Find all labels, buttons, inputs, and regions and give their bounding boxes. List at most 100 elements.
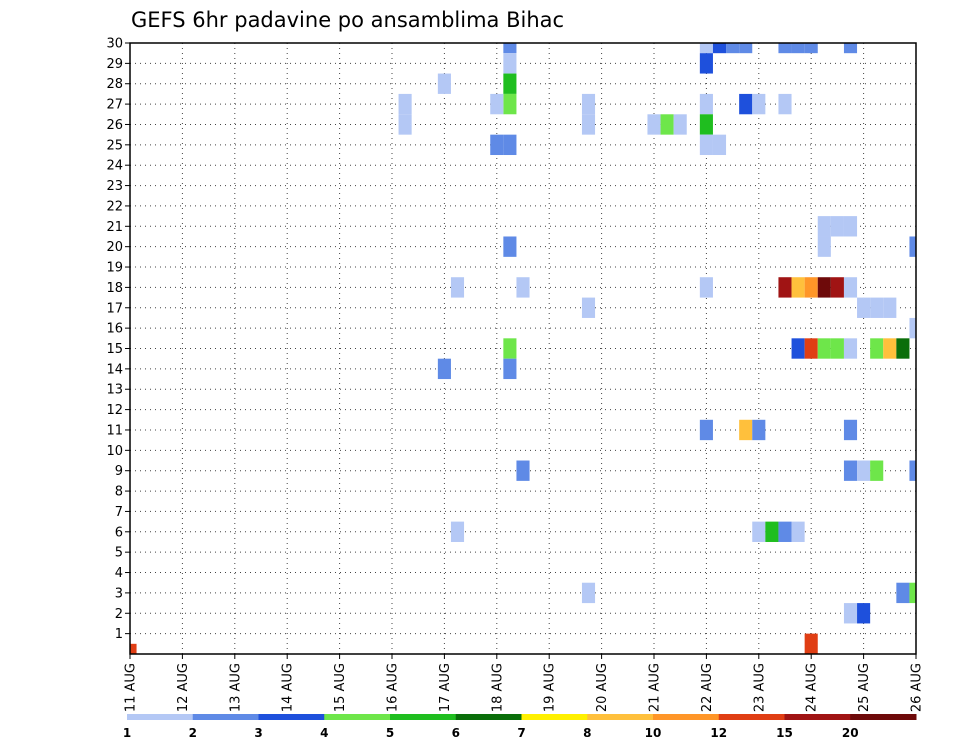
y-tick-label: 6 bbox=[115, 525, 123, 540]
colorbar-segment bbox=[258, 714, 325, 720]
y-tick-label: 26 bbox=[106, 118, 123, 133]
precip-cell bbox=[490, 93, 504, 115]
colorbar-segment bbox=[324, 714, 391, 720]
precip-cell bbox=[870, 460, 884, 481]
colorbar-label: 1 bbox=[123, 726, 131, 740]
precip-cell bbox=[778, 43, 792, 54]
precip-cell bbox=[739, 93, 753, 115]
colorbar-label: 6 bbox=[452, 726, 460, 740]
precip-cell bbox=[843, 216, 858, 237]
precip-cell bbox=[791, 43, 805, 54]
precip-cell bbox=[647, 114, 661, 135]
colorbar: 1 2 3 4 5 6 7 8 10 12 15 20 bbox=[123, 714, 917, 740]
precip-cell bbox=[804, 338, 818, 359]
colorbar-segment bbox=[653, 714, 720, 720]
precip-cell bbox=[712, 134, 727, 156]
colorbar-segment bbox=[587, 714, 654, 720]
x-tick-label: 12 AUG bbox=[176, 663, 191, 712]
x-tick-label: 20 AUG bbox=[595, 663, 610, 712]
precip-cell bbox=[739, 43, 753, 54]
precip-cell bbox=[581, 582, 596, 604]
precip-cell bbox=[778, 521, 792, 542]
grid-lines bbox=[130, 43, 916, 654]
precip-cell bbox=[726, 43, 740, 54]
precip-cell bbox=[843, 460, 858, 481]
precip-cell bbox=[843, 603, 858, 624]
y-tick-label: 9 bbox=[115, 464, 123, 479]
precip-cell bbox=[778, 277, 792, 298]
colorbar-segment bbox=[718, 714, 785, 720]
precip-cell bbox=[503, 236, 517, 257]
precip-cell bbox=[581, 93, 596, 115]
x-tick-label: 22 AUG bbox=[700, 663, 715, 712]
y-tick-label: 19 bbox=[106, 261, 123, 276]
colorbar-label: 10 bbox=[645, 726, 662, 740]
precip-cell bbox=[581, 114, 596, 135]
precip-cell bbox=[830, 338, 844, 359]
axis-ticks bbox=[125, 42, 917, 659]
precip-cell bbox=[398, 114, 412, 135]
precip-cell bbox=[857, 460, 871, 481]
precip-cell bbox=[791, 277, 805, 298]
y-tick-label: 23 bbox=[106, 179, 123, 194]
precip-cell bbox=[843, 43, 858, 54]
x-tick-label: 19 AUG bbox=[543, 663, 558, 712]
precip-cell bbox=[699, 277, 713, 298]
y-tick-label: 11 bbox=[106, 423, 123, 438]
precip-cell bbox=[699, 419, 713, 441]
precip-cell bbox=[804, 277, 818, 298]
colorbar-segment bbox=[784, 714, 851, 720]
precip-cell bbox=[752, 419, 766, 441]
precip-cell bbox=[883, 297, 897, 318]
precip-cell bbox=[450, 521, 465, 542]
precip-cell bbox=[490, 134, 504, 156]
precip-cell bbox=[843, 419, 858, 441]
y-tick-label: 25 bbox=[106, 138, 123, 153]
y-tick-label: 15 bbox=[106, 342, 123, 357]
colorbar-label: 4 bbox=[320, 726, 328, 740]
precip-cell bbox=[896, 582, 910, 604]
precip-cell bbox=[699, 93, 713, 115]
y-tick-label: 12 bbox=[106, 403, 123, 418]
y-tick-label: 4 bbox=[115, 566, 123, 581]
y-tick-labels: 1234567891011121314151617181920212223242… bbox=[106, 37, 123, 643]
colorbar-label: 12 bbox=[710, 726, 727, 740]
precip-cell bbox=[830, 216, 844, 237]
precip-cell bbox=[712, 43, 727, 54]
colorbar-segment bbox=[455, 714, 522, 720]
chart-title: GEFS 6hr padavine po ansamblima Bihac bbox=[131, 8, 564, 32]
precip-cell bbox=[830, 277, 844, 298]
colorbar-segment bbox=[192, 714, 259, 720]
precip-cell bbox=[503, 93, 517, 115]
x-tick-label: 11 AUG bbox=[124, 663, 139, 712]
precip-cell bbox=[870, 297, 884, 318]
y-tick-label: 3 bbox=[115, 586, 123, 601]
colorbar-label: 15 bbox=[776, 726, 793, 740]
precip-cell bbox=[699, 134, 713, 156]
y-tick-label: 16 bbox=[106, 322, 123, 337]
precip-cell bbox=[699, 53, 713, 74]
y-tick-label: 13 bbox=[106, 383, 123, 398]
precip-cell bbox=[817, 216, 831, 237]
precip-cell bbox=[804, 633, 818, 654]
y-tick-label: 8 bbox=[115, 485, 123, 500]
y-tick-label: 10 bbox=[106, 444, 123, 459]
x-tick-label: 18 AUG bbox=[490, 663, 505, 712]
precip-cell bbox=[503, 134, 517, 156]
x-tick-label: 13 AUG bbox=[228, 663, 243, 712]
x-tick-label: 26 AUG bbox=[910, 663, 925, 712]
precip-cell bbox=[673, 114, 687, 135]
y-tick-label: 24 bbox=[106, 159, 123, 174]
precip-cell bbox=[765, 521, 779, 542]
x-tick-label: 25 AUG bbox=[857, 663, 872, 712]
precip-cell bbox=[130, 643, 137, 654]
precip-cell bbox=[503, 73, 517, 94]
precip-cell bbox=[752, 521, 766, 542]
y-tick-label: 7 bbox=[115, 505, 123, 520]
precip-cell bbox=[817, 277, 831, 298]
y-tick-label: 2 bbox=[115, 607, 123, 622]
precipitation-cells bbox=[130, 43, 916, 654]
y-tick-label: 5 bbox=[115, 546, 123, 561]
y-tick-label: 28 bbox=[106, 77, 123, 92]
